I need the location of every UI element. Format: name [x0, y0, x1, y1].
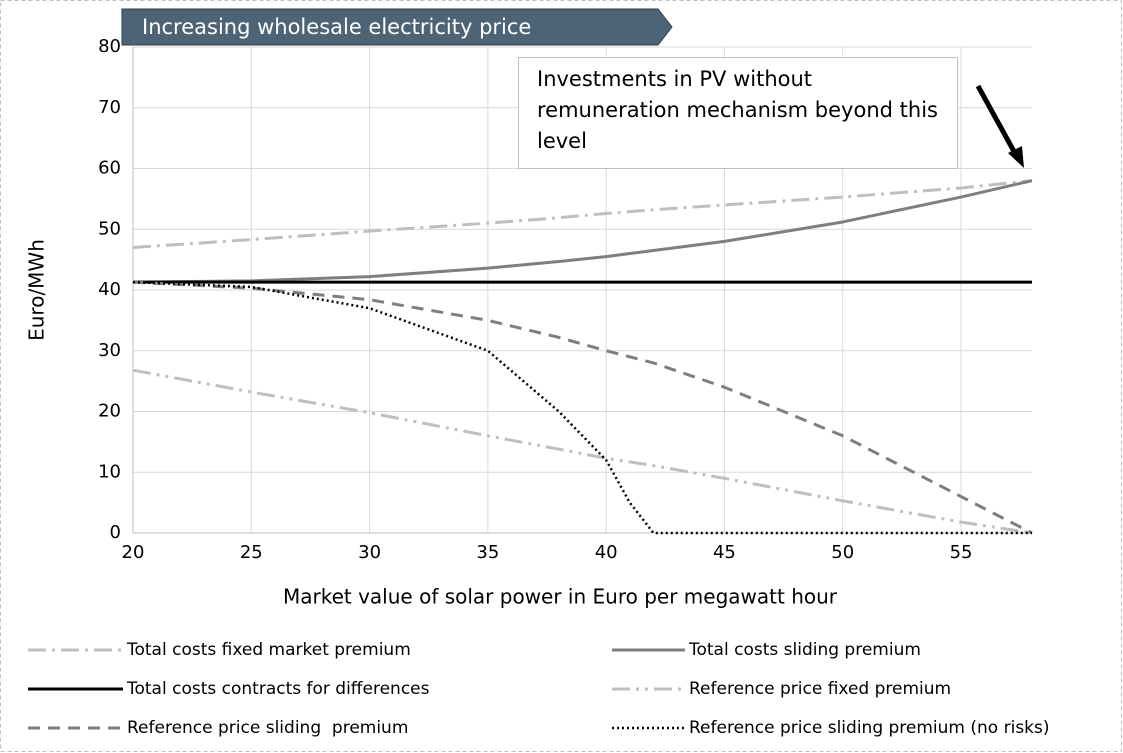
legend-label: Total costs fixed market premium	[126, 640, 411, 660]
x-tick-label: 35	[476, 542, 499, 563]
series-line	[132, 280, 1033, 535]
y-tick-label: 60	[98, 158, 121, 179]
y-tick-label: 0	[110, 522, 121, 543]
legend-label: Total costs sliding premium	[688, 640, 921, 660]
banner-shape	[121, 8, 673, 46]
y-tick-label: 70	[98, 97, 121, 118]
banner: Increasing wholesale electricity price	[142, 15, 531, 39]
series-line	[132, 368, 1033, 535]
x-tick-label: 25	[240, 542, 263, 563]
legend-label: Total costs contracts for differences	[126, 679, 430, 699]
x-tick-label: 40	[595, 542, 618, 563]
x-tick-label: 55	[950, 542, 973, 563]
y-tick-label: 30	[98, 340, 121, 361]
x-tick-label: 30	[358, 542, 381, 563]
y-tick-label: 50	[98, 218, 121, 239]
arrow	[975, 84, 1019, 157]
annotation: Investments in PV without remuneration m…	[518, 57, 958, 169]
x-tick-label: 45	[713, 542, 736, 563]
y-tick-label: 80	[98, 36, 121, 57]
legend-label: Reference price sliding premium	[127, 718, 408, 738]
y-axis-label: Euro/MWh	[25, 239, 49, 341]
series-line	[132, 280, 1032, 535]
x-axis-label: Market value of solar power in Euro per …	[283, 585, 838, 609]
series-line	[132, 179, 1033, 249]
y-tick-label: 40	[98, 279, 121, 300]
x-tick-label: 20	[122, 542, 145, 563]
x-tick-label: 50	[831, 542, 854, 563]
y-tick-label: 20	[98, 401, 121, 422]
series-line	[132, 179, 1033, 284]
legend-label: Reference price fixed premium	[689, 679, 951, 699]
legend-label: Reference price sliding premium (no risk…	[689, 718, 1050, 738]
arrow-head	[1008, 146, 1024, 168]
y-tick-label: 10	[98, 461, 121, 482]
